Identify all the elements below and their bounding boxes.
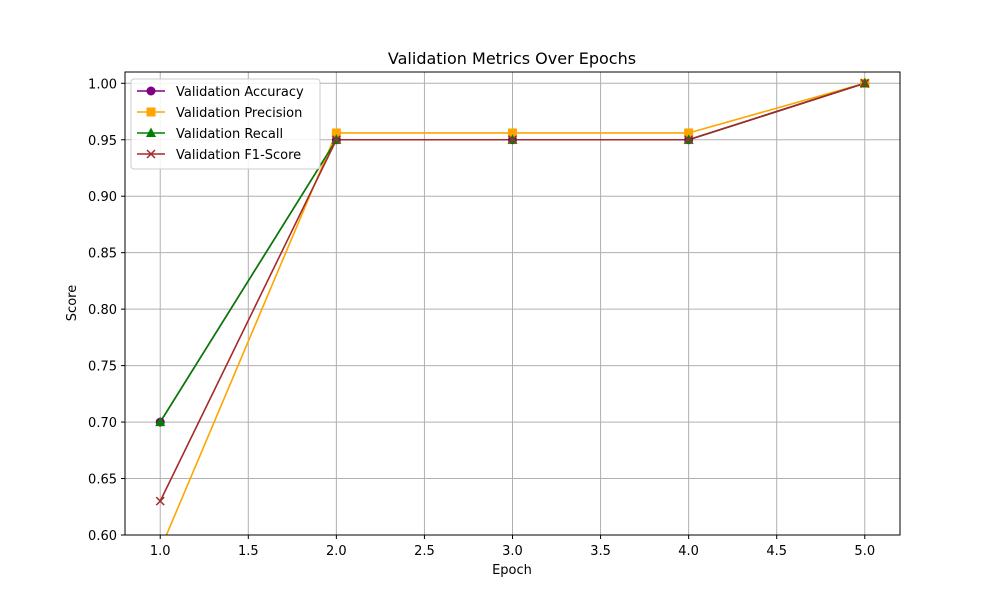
validation-precision-point <box>508 128 517 138</box>
x-tick-label: 3.5 <box>590 544 611 559</box>
x-tick-label: 5.0 <box>854 544 875 559</box>
legend-label-validation-accuracy: Validation Accuracy <box>176 85 304 100</box>
chart-title: Validation Metrics Over Epochs <box>388 49 636 68</box>
legend-marker-validation-accuracy <box>146 86 156 96</box>
plot-area-frame <box>124 71 901 536</box>
axis-ticks: 1.0 1.5 2.0 2.5 3.0 3.5 4.0 4.5 5.0 0.60 0.65 0.70 0… <box>88 77 875 559</box>
legend-label-validation-precision: Validation Precision <box>176 106 302 121</box>
y-tick-label: 0.95 <box>88 134 117 149</box>
y-tick-label: 1.00 <box>88 77 117 92</box>
legend-marker-validation-precision <box>146 107 156 117</box>
x-tick-label: 3.0 <box>502 544 523 559</box>
y-tick-label: 0.65 <box>88 473 117 488</box>
y-axis-label: Score <box>65 285 80 321</box>
validation-f1-score-point <box>155 496 165 506</box>
x-tick-label: 1.5 <box>238 544 259 559</box>
legend-box <box>130 78 321 170</box>
x-tick-label: 2.5 <box>414 544 435 559</box>
legend-marker-validation-recall <box>146 127 156 137</box>
x-tick-label: 2.0 <box>326 544 347 559</box>
validation-f1-score-point <box>331 135 341 145</box>
plot-markers <box>155 77 870 506</box>
legend-label-validation-f1-score: Validation F1-Score <box>176 148 301 163</box>
legend-marker-validation-f1-score <box>146 149 156 159</box>
x-tick-label: 1.0 <box>150 544 171 559</box>
y-tick-label: 0.70 <box>88 416 117 431</box>
y-tick-label: 0.60 <box>88 529 117 544</box>
validation-precision-point <box>684 128 694 138</box>
validation-precision-point <box>331 128 341 138</box>
y-tick-label: 0.90 <box>88 190 117 205</box>
validation-recall-point <box>155 416 166 427</box>
y-tick-label: 0.80 <box>88 303 117 318</box>
validation-f1-score-point <box>507 135 518 145</box>
x-axis-label: Epoch <box>492 563 532 578</box>
x-tick-label: 4.0 <box>678 544 699 559</box>
validation-f1-score-point <box>860 78 870 88</box>
legend: Validation Accuracy Validation Precision V… <box>130 78 321 170</box>
legend-label-validation-recall: Validation Recall <box>176 127 283 142</box>
x-tick-label: 4.5 <box>766 544 787 559</box>
y-tick-label: 0.85 <box>88 247 117 262</box>
validation-f1-score-point <box>684 135 694 145</box>
y-tick-label: 0.75 <box>88 360 117 375</box>
